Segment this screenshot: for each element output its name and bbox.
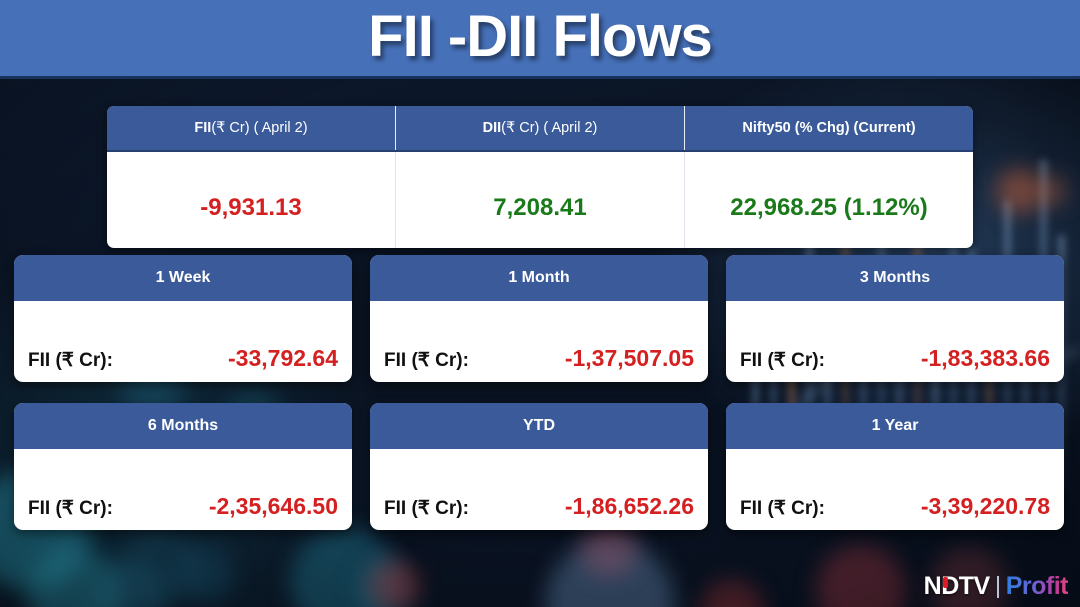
period-card-value: -1,37,507.05 — [564, 345, 694, 371]
period-card-header: 1 Month — [370, 255, 708, 301]
ndtv-profit-logo: NDTV Profit — [923, 572, 1069, 600]
period-card-header: 1 Week — [14, 255, 352, 301]
period-card-value: -1,83,383.66 — [920, 345, 1050, 371]
bokeh-light — [118, 530, 196, 607]
period-card-1-month: 1 Month FII (₹ Cr): -1,37,507.05 — [370, 255, 708, 382]
logo-ndtv-text: NDTV — [923, 572, 991, 600]
bokeh-light — [368, 560, 420, 607]
summary-table-header-row: FII (₹ Cr) ( April 2) DII (₹ Cr) ( April… — [107, 106, 973, 152]
period-card-body: FII (₹ Cr): -33,792.64 — [14, 301, 352, 382]
period-card-body: FII (₹ Cr): -1,86,652.26 — [370, 449, 708, 530]
bokeh-light — [355, 560, 415, 607]
summary-table: FII (₹ Cr) ( April 2) DII (₹ Cr) ( April… — [107, 106, 973, 248]
period-card-header: 1 Year — [726, 403, 1064, 449]
period-card-label: FII (₹ Cr): — [740, 498, 825, 519]
period-card-grid: 1 Week FII (₹ Cr): -33,792.64 1 Month FI… — [14, 255, 1066, 530]
period-card-header: 6 Months — [14, 403, 352, 449]
summary-table-value-row: -9,931.13 7,208.41 22,968.25 (1.12%) — [107, 152, 973, 248]
summary-value-fii: -9,931.13 — [200, 194, 302, 221]
period-card-body: FII (₹ Cr): -1,83,383.66 — [726, 301, 1064, 382]
summary-header-dii-rest: (₹ Cr) ( April 2) — [501, 120, 598, 136]
period-card-header: YTD — [370, 403, 708, 449]
bokeh-light — [1036, 176, 1066, 206]
bokeh-light — [290, 528, 400, 607]
bokeh-light — [996, 168, 1042, 214]
summary-header-nifty50-text: Nifty50 (% Chg) (Current) — [742, 120, 916, 136]
period-card-header: 3 Months — [726, 255, 1064, 301]
summary-header-dii: DII (₹ Cr) ( April 2) — [395, 106, 684, 150]
period-card-body: FII (₹ Cr): -1,37,507.05 — [370, 301, 708, 382]
period-card-1-year: 1 Year FII (₹ Cr): -3,39,220.78 — [726, 403, 1064, 530]
logo-red-accent-icon — [942, 577, 948, 588]
period-card-value: -2,35,646.50 — [208, 493, 338, 519]
logo-profit-text: Profit — [1005, 572, 1069, 600]
bokeh-light — [176, 545, 234, 603]
period-card-label: FII (₹ Cr): — [740, 350, 825, 371]
period-card-3-months: 3 Months FII (₹ Cr): -1,83,383.66 — [726, 255, 1064, 382]
period-card-6-months: 6 Months FII (₹ Cr): -2,35,646.50 — [14, 403, 352, 530]
summary-header-fii-lead: FII — [194, 120, 212, 136]
period-card-ytd: YTD FII (₹ Cr): -1,86,652.26 — [370, 403, 708, 530]
period-card-1-week: 1 Week FII (₹ Cr): -33,792.64 — [14, 255, 352, 382]
summary-header-dii-lead: DII — [482, 120, 502, 136]
period-card-label: FII (₹ Cr): — [384, 498, 469, 519]
period-card-label: FII (₹ Cr): — [28, 350, 113, 371]
page-title: FII -DII Flows — [368, 4, 713, 69]
period-card-value: -33,792.64 — [228, 345, 338, 371]
period-card-value: -3,39,220.78 — [920, 493, 1050, 519]
title-banner: FII -DII Flows — [0, 0, 1080, 79]
summary-value-dii: 7,208.41 — [395, 152, 684, 248]
summary-header-fii: FII (₹ Cr) ( April 2) — [107, 106, 395, 150]
logo-divider — [996, 575, 999, 598]
summary-header-fii-rest: (₹ Cr) ( April 2) — [211, 120, 308, 136]
period-card-body: FII (₹ Cr): -2,35,646.50 — [14, 449, 352, 530]
summary-header-nifty50: Nifty50 (% Chg) (Current) — [684, 106, 973, 150]
period-card-body: FII (₹ Cr): -3,39,220.78 — [726, 449, 1064, 530]
period-card-value: -1,86,652.26 — [564, 493, 694, 519]
period-card-label: FII (₹ Cr): — [384, 350, 469, 371]
summary-value-nifty50: 22,968.25 (1.12%) — [684, 152, 973, 248]
period-card-label: FII (₹ Cr): — [28, 498, 113, 519]
